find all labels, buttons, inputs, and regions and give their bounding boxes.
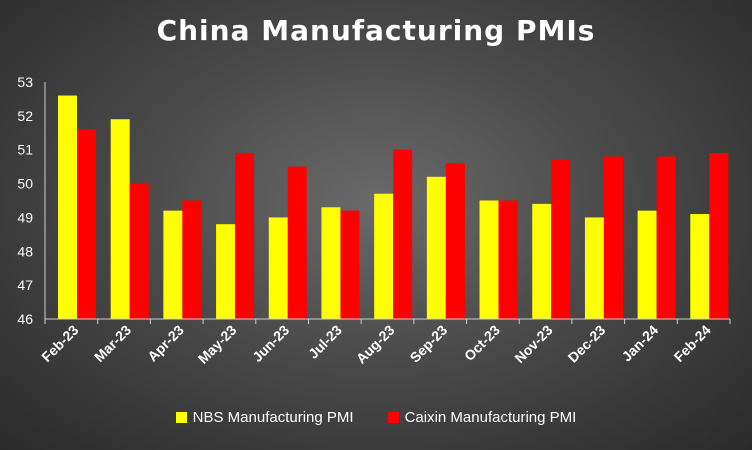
legend-label-caixin: Caixin Manufacturing PMI [404, 409, 577, 426]
bar-nbs [637, 210, 657, 319]
bar-caixin [656, 156, 676, 319]
bar-nbs [690, 214, 710, 319]
x-tick-label: Apr-23 [144, 322, 187, 365]
y-tick-label: 48 [17, 243, 33, 259]
bar-caixin [235, 153, 255, 319]
bar-nbs [321, 207, 341, 319]
bar-nbs [426, 176, 446, 319]
x-tick-label: Nov-23 [511, 322, 555, 366]
bar-nbs [216, 224, 236, 319]
bar-caixin [551, 159, 571, 319]
bar-caixin [445, 163, 465, 319]
x-tick-label: Mar-23 [91, 322, 134, 365]
bar-caixin [182, 200, 202, 319]
x-tick-label: May-23 [195, 322, 240, 367]
bar-caixin [393, 149, 413, 319]
x-tick-label: Jun-23 [249, 322, 292, 365]
y-tick-label: 47 [17, 277, 33, 293]
bar-caixin [709, 153, 729, 319]
x-tick-label: Feb-24 [671, 322, 714, 365]
bar-nbs [268, 217, 288, 319]
legend-item-caixin: Caixin Manufacturing PMI [387, 409, 577, 426]
bar-caixin [77, 129, 96, 319]
bar-caixin [129, 183, 149, 319]
x-tick-label: Feb-23 [38, 322, 81, 365]
bar-nbs [110, 119, 130, 319]
x-tick-label: Jul-23 [305, 322, 345, 362]
bar-nbs [374, 193, 394, 319]
legend-item-nbs: NBS Manufacturing PMI [175, 409, 354, 426]
legend-label-nbs: NBS Manufacturing PMI [192, 409, 354, 426]
bar-caixin [287, 166, 307, 319]
bar-caixin [498, 200, 518, 319]
y-tick-label: 52 [17, 108, 33, 124]
bar-nbs [532, 203, 552, 319]
y-tick-label: 53 [17, 74, 33, 90]
y-tick-label: 51 [17, 142, 33, 158]
bar-nbs [584, 217, 604, 319]
chart-title: China Manufacturing PMIs [156, 14, 596, 47]
x-tick-label: Jan-24 [618, 322, 661, 365]
x-tick-label: Aug-23 [353, 322, 398, 367]
bar-nbs [58, 95, 77, 320]
legend-swatch-nbs [175, 412, 187, 423]
legend-swatch-caixin [387, 412, 399, 423]
y-tick-label: 50 [17, 176, 33, 192]
x-tick-label: Oct-23 [461, 322, 503, 364]
bar-nbs [479, 200, 499, 319]
bar-nbs [163, 210, 183, 319]
y-tick-label: 46 [17, 311, 33, 327]
x-tick-label: Dec-23 [565, 322, 609, 366]
x-tick-label: Sep-23 [407, 322, 451, 366]
bar-caixin [340, 210, 360, 319]
bar-caixin [603, 156, 623, 319]
legend: NBS Manufacturing PMI Caixin Manufacturi… [0, 409, 752, 426]
y-tick-label: 49 [17, 209, 33, 225]
